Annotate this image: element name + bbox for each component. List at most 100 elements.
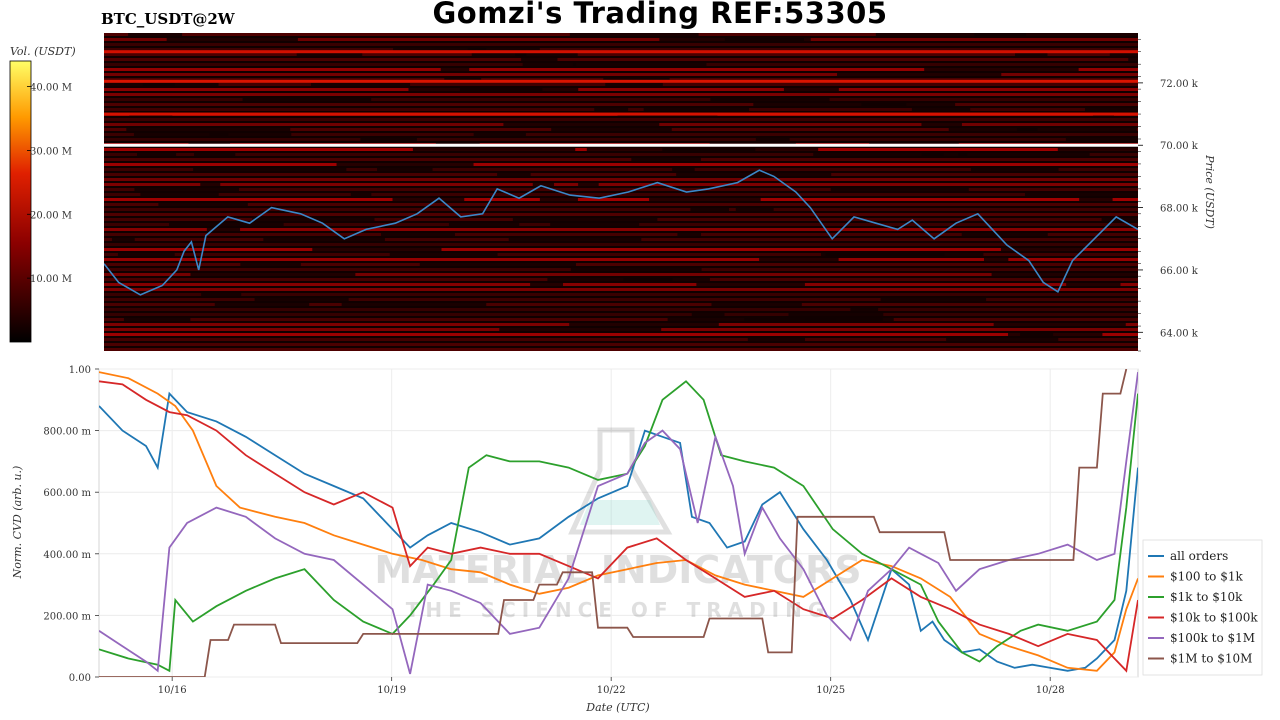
liquidity-gap [991,273,1138,276]
liquidity-gap [747,338,806,341]
legend-entry: $100 to $1k [1170,570,1243,584]
liquidity-gap [134,188,239,191]
legend-entry: all orders [1170,549,1228,563]
liquidity-gap [724,38,811,41]
date-tick-label: 10/22 [597,685,626,696]
liquidity-row [104,228,1138,231]
liquidity-gap [1016,128,1137,131]
liquidity-gap [1000,248,1084,251]
liquidity-row [104,98,1138,101]
date-tick-label: 10/19 [377,685,406,696]
liquidity-gap [341,303,487,306]
cvd-tick-label: 0.00 [69,673,91,684]
liquidity-gap [603,78,670,81]
liquidity-row [104,73,1138,76]
liquidity-gap [586,148,756,151]
liquidity-row [104,233,1138,236]
liquidity-gap [263,238,385,241]
liquidity-gap [1128,58,1138,61]
liquidity-row [104,68,1138,71]
flask-icon [568,427,673,535]
liquidity-gap [551,128,672,131]
liquidity-gap [961,233,1048,236]
liquidity-row [104,178,1138,181]
heatmap-rows [104,33,1138,351]
liquidity-gap [643,108,750,111]
liquidity-gap [312,248,442,251]
liquidity-gap [958,153,1090,156]
liquidity-gap [499,328,662,331]
liquidity-row [104,188,1138,191]
series-line [99,391,1138,672]
liquidity-gap [672,168,695,171]
liquidity-gap [381,233,455,236]
liquidity-row [104,338,1138,341]
cvd-axis-label: Norm. CVD (arb. u.) [11,466,24,580]
date-tick-label: 10/25 [816,685,845,696]
liquidity-row [104,208,1138,211]
colorbar-tick-label: 30.00 M [30,146,72,157]
liquidity-gap [970,168,1059,171]
legend-entry: $100k to $1M [1170,631,1255,645]
liquidity-gap [240,263,301,266]
liquidity-gap [350,193,372,196]
liquidity-gap [123,318,191,321]
price-tick-label: 64.00 k [1160,328,1199,339]
liquidity-gap [1109,53,1138,56]
liquidity-gap [521,58,558,61]
colorbar-tick-label: 40.00 M [30,83,72,94]
liquidity-gap [166,38,298,41]
liquidity-gap [788,313,884,316]
liquidity-gap [578,183,599,186]
liquidity-gap [200,183,221,186]
liquidity-gap [190,273,356,276]
liquidity-row [104,48,1138,51]
series-line [99,371,1138,672]
liquidity-row [104,173,1138,176]
liquidity-row [104,38,1138,41]
liquidity-gap [393,48,487,51]
liquidity-gap [497,173,531,176]
liquidity-gap [1101,218,1138,221]
liquidity-gap [194,153,236,156]
liquidity-gap [921,123,962,126]
liquidity-gap [117,253,175,256]
flask-liquid-icon [580,500,660,525]
watermark-brand: MATERIAL INDICATORS [374,548,861,592]
liquidity-gap [206,228,241,231]
liquidity-gap [569,33,699,36]
liquidity-gap [104,83,219,86]
liquidity-level [104,143,1138,147]
liquidity-gap [419,263,576,266]
liquidity-gap [570,268,702,271]
liquidity-row [104,163,1138,166]
liquidity-gap [201,293,242,296]
liquidity-row [104,213,1138,216]
liquidity-gap [392,198,465,201]
liquidity-level [104,112,1138,116]
colorbar-tick-label: 10.00 M [30,274,72,285]
liquidity-gap [605,83,663,86]
liquidity-gap [539,198,578,201]
liquidity-gap [169,223,284,226]
liquidity-row [104,318,1138,321]
liquidity-gap [677,233,702,236]
liquidity-row [104,43,1138,46]
liquidity-gap [133,133,229,136]
liquidity-gap [1084,108,1138,111]
liquidity-gap [448,223,520,226]
liquidity-gap [1024,193,1138,196]
liquidity-gap [921,153,968,156]
liquidity-gap [1020,333,1103,336]
cvd-panel [98,368,1139,678]
liquidity-gap [572,63,707,66]
liquidity-level [104,79,1138,83]
liquidity-gap [1066,283,1121,286]
colorbar-label: Vol. (USDT) [10,45,76,58]
liquidity-gap [813,153,944,156]
liquidity-row [104,308,1138,311]
liquidity-row [104,303,1138,306]
liquidity-row [104,273,1138,276]
liquidity-gap [880,298,987,301]
